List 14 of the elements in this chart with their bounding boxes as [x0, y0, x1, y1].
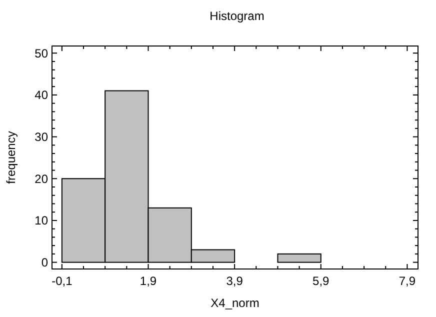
y-tick-label: 30: [34, 130, 48, 144]
x-axis-title: X4_norm: [210, 296, 260, 310]
y-tick-label: 20: [34, 172, 48, 186]
x-tick-label: -0,1: [52, 274, 73, 288]
x-tick-label: 1,9: [140, 274, 157, 288]
x-tick-label: 3,9: [226, 274, 244, 288]
x-tick-label: 5,9: [312, 274, 330, 288]
x-tick-label: 7,9: [398, 274, 416, 288]
chart-title: Histogram: [210, 9, 264, 23]
y-tick-label: 50: [34, 46, 48, 60]
y-tick-label: 40: [34, 88, 48, 102]
y-tick-label: 0: [41, 256, 48, 270]
y-axis-title: frequency: [4, 131, 18, 184]
y-tick-label: 10: [34, 214, 48, 228]
